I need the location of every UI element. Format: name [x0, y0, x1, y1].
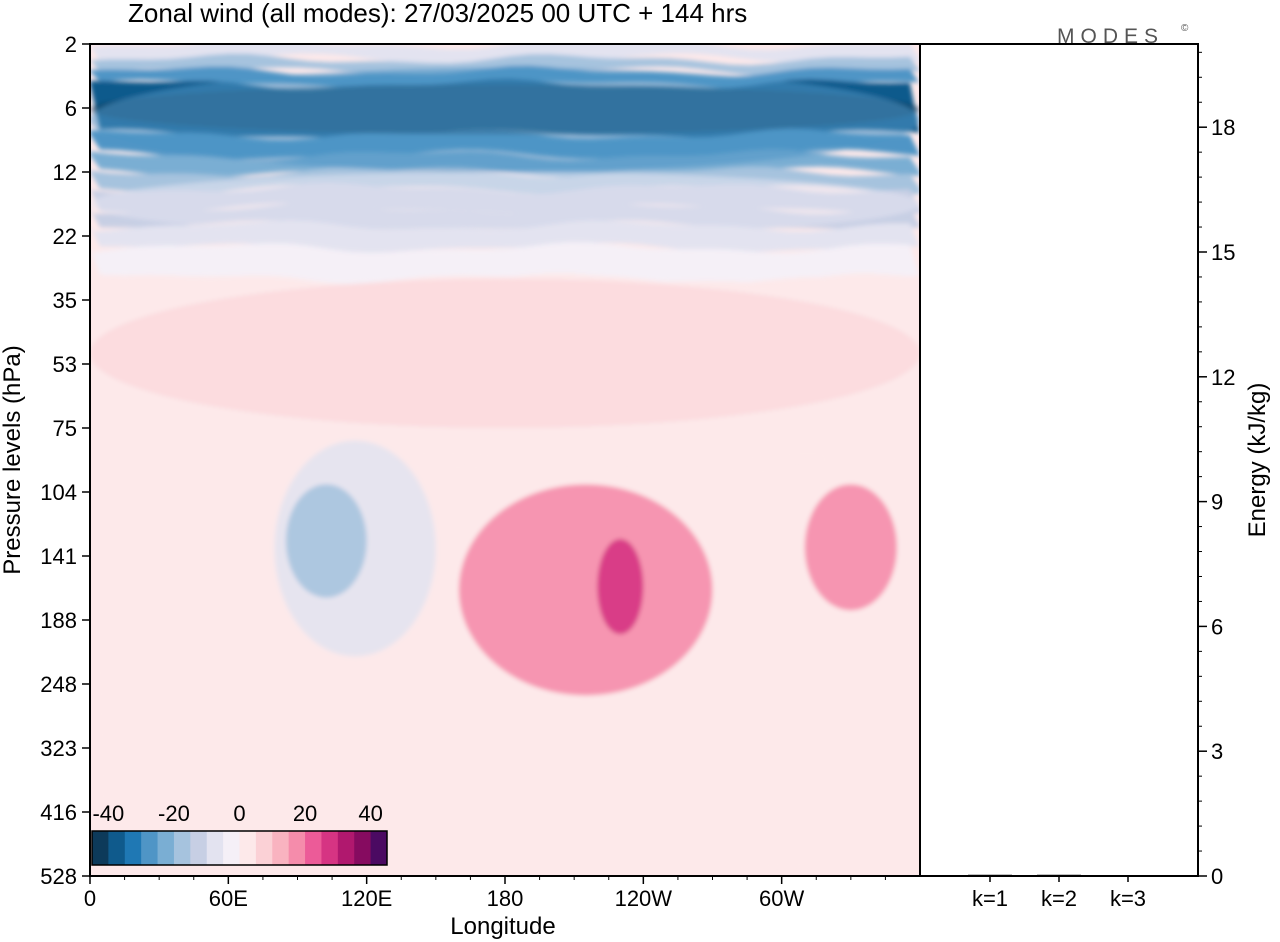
- colorbar-swatch: [255, 831, 273, 865]
- colorbar-swatch: [272, 831, 290, 865]
- energy-tick-label: 9: [1211, 490, 1223, 515]
- y-tick-label: 528: [40, 864, 77, 889]
- x-tick-label: 60E: [209, 886, 248, 911]
- colorbar-swatch: [370, 831, 388, 865]
- energy-tick-label: 18: [1211, 115, 1235, 140]
- y-axis-label: Pressure levels (hPa): [0, 345, 26, 574]
- colorbar: -40 -20 0 20 40: [91, 801, 388, 866]
- x-tick-label: 120E: [341, 886, 392, 911]
- colorbar-swatch: [223, 831, 240, 865]
- x-axis-label: Longitude: [450, 913, 555, 940]
- colorbar-swatch: [337, 831, 355, 865]
- colorbar-label: 40: [358, 801, 382, 826]
- wind-region: [597, 538, 644, 635]
- y-tick-label: 6: [65, 96, 77, 121]
- energy-bar: [968, 874, 1012, 877]
- y-tick-label: 75: [53, 416, 77, 441]
- y-tick-label: 22: [53, 224, 77, 249]
- y-tick-label: 323: [40, 736, 77, 761]
- wind-region: [90, 67, 920, 172]
- contour-band: [90, 53, 920, 78]
- colorbar-swatch: [190, 831, 208, 865]
- colorbar-swatch: [108, 831, 126, 865]
- y-tick-label: 104: [40, 480, 77, 505]
- x-tick-label: 60W: [759, 886, 804, 911]
- longitude-axis: 0 60E 120E 180 120W 60W: [84, 876, 886, 911]
- colorbar-swatch: [124, 831, 142, 865]
- y-tick-label: 2: [65, 32, 77, 57]
- colorbar-swatch: [288, 831, 306, 865]
- y-tick-label: 188: [40, 608, 77, 633]
- contour-band: [90, 242, 920, 285]
- energy-axis-label: Energy (kJ/kg): [1244, 383, 1271, 538]
- modes-logo: MODES: [1057, 25, 1164, 48]
- pressure-axis: 2 6 12 22 35 53 75 104 141 188 248 323 416 528: [40, 32, 90, 889]
- y-tick-label: 248: [40, 672, 77, 697]
- colorbar-label: 20: [293, 801, 317, 826]
- colorbar-label: 0: [233, 801, 245, 826]
- energy-category-label: k=3: [1110, 886, 1146, 911]
- energy-axis: 0 3 6 9 12 15 18: [1198, 51, 1235, 889]
- colorbar-swatch: [354, 831, 372, 865]
- colorbar-label: -40: [92, 801, 124, 826]
- colorbar-swatch: [305, 831, 322, 865]
- y-tick-label: 35: [53, 288, 77, 313]
- energy-tick-label: 12: [1211, 365, 1235, 390]
- chart-title: Zonal wind (all modes): 27/03/2025 00 UT…: [128, 0, 747, 28]
- y-tick-label: 141: [40, 544, 77, 569]
- y-tick-label: 53: [53, 352, 77, 377]
- y-tick-label: 12: [53, 160, 77, 185]
- copyright-mark: ©: [1181, 23, 1189, 34]
- energy-panel-frame: [919, 43, 1199, 877]
- energy-category-label: k=1: [972, 886, 1008, 911]
- wind-region: [804, 484, 897, 611]
- energy-bar: [1106, 875, 1150, 877]
- colorbar-label: -20: [158, 801, 190, 826]
- energy-bar: [1037, 874, 1081, 877]
- energy-tick-label: 0: [1211, 864, 1223, 889]
- contour-band: [90, 44, 920, 64]
- energy-tick-label: 3: [1211, 739, 1223, 764]
- energy-bars: k=1 k=2 k=3: [968, 874, 1150, 911]
- x-tick-label: 0: [84, 886, 96, 911]
- x-tick-label: 120W: [615, 886, 673, 911]
- energy-tick-label: 15: [1211, 240, 1235, 265]
- colorbar-swatch: [321, 831, 339, 865]
- x-tick-label: 180: [487, 886, 524, 911]
- colorbar-swatch: [206, 831, 224, 865]
- colorbar-swatch: [141, 831, 159, 865]
- colorbar-frame: [91, 830, 388, 866]
- wind-region: [90, 172, 920, 236]
- colorbar-swatch: [173, 831, 191, 865]
- y-tick-label: 416: [40, 800, 77, 825]
- heatmap-contours: [90, 44, 920, 876]
- colorbar-swatch: [239, 831, 257, 865]
- energy-category-label: k=2: [1041, 886, 1077, 911]
- colorbar-swatch: [157, 831, 175, 865]
- wind-region: [90, 278, 920, 428]
- energy-tick-label: 6: [1211, 614, 1223, 639]
- wind-region: [458, 484, 713, 696]
- wind-region: [285, 484, 367, 598]
- colorbar-swatch: [92, 831, 109, 865]
- wind-heatmap: [90, 44, 920, 876]
